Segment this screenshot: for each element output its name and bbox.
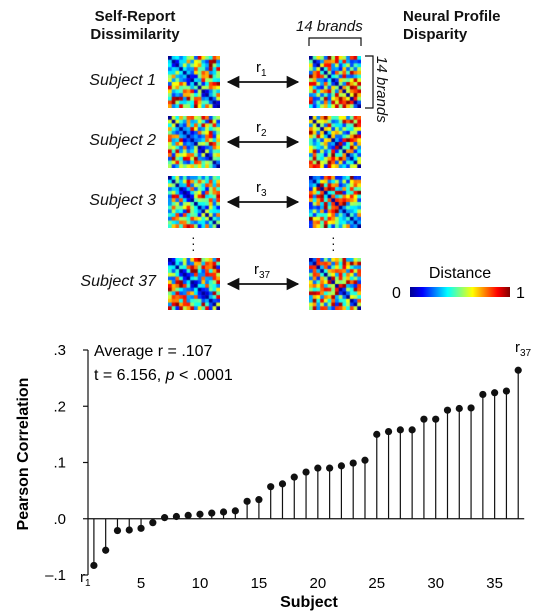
stem-point (243, 497, 251, 505)
x-tick-label: 20 (309, 575, 326, 592)
stem-point (196, 510, 204, 518)
header-neural-profile: Neural Profile Disparity (403, 8, 533, 44)
stem-point (408, 426, 416, 434)
stem-point (443, 406, 452, 414)
x-tick-label: 5 (137, 575, 145, 592)
r-label-2: r2 (256, 119, 267, 139)
stem-point (384, 427, 393, 436)
stem-point (102, 546, 110, 554)
neural-matrix-37 (309, 258, 361, 310)
stem-point (172, 512, 180, 521)
stem-point (455, 404, 463, 413)
brackets (308, 37, 374, 109)
stem-point (113, 526, 122, 535)
stem-point (278, 480, 287, 488)
stem-point (184, 511, 192, 519)
header-self-report-line2: Dissimilarity (90, 26, 180, 43)
stem-point (219, 508, 228, 516)
stem-point (161, 514, 169, 522)
arrows: r1 r2 r3 r37 (226, 59, 300, 291)
stem-point (420, 415, 428, 423)
colorbar-min: 0 (392, 285, 401, 302)
stem-point (514, 366, 522, 374)
point-label-r1: r1 (80, 569, 91, 589)
colorbar-title: Distance (429, 265, 491, 282)
correlation-stem-chart: .3 .2 .1 .0 –.1 5 10 15 20 25 30 35 Average r = .10… (15, 339, 532, 611)
stem-point (337, 462, 346, 470)
y-tick-label: .3 (53, 342, 66, 359)
header-neural-profile-line1: Neural Profile (403, 8, 501, 25)
subject-label-37: Subject 37 (80, 273, 156, 290)
subject-label-3: Subject 3 (89, 192, 156, 209)
stem-point (502, 387, 511, 395)
r-label-3: r3 (256, 179, 267, 199)
ellipsis-dots-right: · · · (331, 229, 336, 257)
stem-point (361, 456, 369, 464)
header-self-report-line1: Self-Report (94, 8, 176, 25)
stem-point (125, 526, 133, 534)
point-label-r37: r37 (515, 339, 532, 359)
colorbar-max: 1 (516, 285, 525, 302)
stem-point (314, 464, 322, 472)
self-report-matrix-2 (168, 116, 220, 168)
neural-matrix-2 (309, 116, 361, 168)
annotation-t-stat: t = 6.156, p < .0001 (94, 367, 233, 384)
x-tick-label: 15 (251, 575, 268, 592)
stem-point (432, 415, 440, 423)
stem-point (302, 468, 310, 476)
y-tick-label: .2 (53, 398, 66, 415)
colorbar: Distance 0 1 (392, 265, 525, 302)
stem-point (208, 509, 216, 517)
stem-point (231, 507, 239, 515)
y-axis-label: Pearson Correlation (15, 378, 32, 531)
x-tick-label: 35 (486, 575, 503, 592)
x-tick-label: 25 (368, 575, 385, 592)
x-tick-label: 30 (427, 575, 444, 592)
header-neural-profile-line2: Disparity (403, 26, 468, 43)
stem-point (149, 519, 157, 527)
ellipsis-dots-left: · · · (191, 229, 196, 257)
r-label-1: r1 (256, 59, 267, 79)
stem-point (349, 459, 357, 467)
neural-matrix-3 (309, 176, 361, 228)
y-tick-label: .0 (53, 511, 66, 528)
self-report-matrix-1 (168, 56, 220, 108)
side-bracket (365, 55, 374, 109)
y-tick-label: .1 (53, 455, 66, 472)
r-label-37: r37 (254, 261, 271, 281)
stem-point (396, 426, 404, 434)
top-bracket (308, 37, 362, 46)
stem-point (373, 430, 381, 438)
y-tick-label: –.1 (45, 567, 66, 584)
header-self-report: Self-Report Dissimilarity (80, 8, 190, 44)
self-report-matrix-3 (168, 176, 220, 228)
stem-point (137, 524, 145, 532)
x-tick-label: 10 (192, 575, 209, 592)
stem-point (290, 473, 298, 481)
subject-label-1: Subject 1 (89, 72, 156, 89)
stem-point (267, 483, 275, 491)
colorbar-gradient (410, 287, 510, 297)
neural-matrix-1 (309, 56, 361, 108)
stem-point (479, 390, 487, 399)
stem-point (255, 496, 263, 504)
stem-point (491, 389, 499, 397)
stem-point (90, 561, 98, 570)
stem-point (467, 404, 475, 412)
subject-label-2: Subject 2 (89, 132, 156, 149)
self-report-matrix-37 (168, 258, 220, 310)
brands-top-label: 14 brands (296, 18, 363, 35)
x-axis-label: Subject (280, 594, 338, 611)
annotation-average: Average r = .107 (94, 343, 213, 360)
stem-point (326, 464, 334, 472)
